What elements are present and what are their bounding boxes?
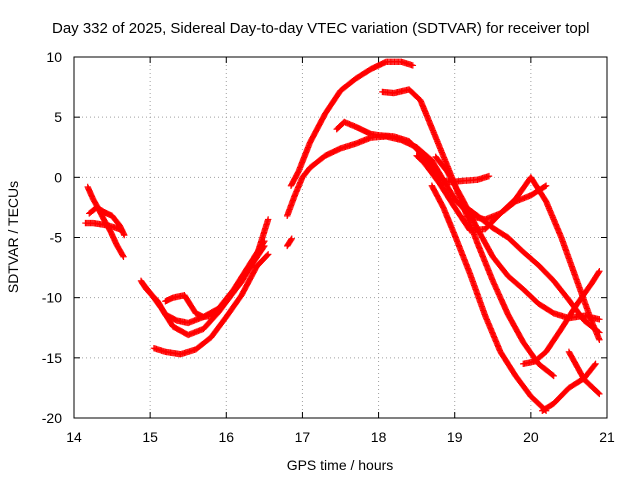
x-tick-label: 19	[447, 429, 463, 445]
data-layer	[82, 58, 603, 414]
y-tick-label: -20	[42, 410, 62, 426]
data-marker	[264, 252, 271, 259]
chart-title: Day 332 of 2025, Sidereal Day-to-day VTE…	[52, 20, 589, 37]
x-axis-title: GPS time / hours	[287, 457, 394, 473]
series-track-k	[333, 118, 493, 186]
data-marker	[595, 269, 602, 276]
x-tick-label: 17	[295, 429, 311, 445]
y-tick-label: -5	[50, 230, 63, 246]
data-marker	[541, 183, 549, 190]
series-track-l	[379, 86, 557, 380]
data-marker	[287, 236, 295, 243]
y-axis-title: SDTVAR / TECUs	[5, 181, 21, 293]
series-track-c-early	[82, 219, 126, 234]
data-marker	[591, 361, 598, 369]
y-tick-label: 5	[54, 109, 62, 125]
data-point	[542, 182, 550, 189]
data-point	[550, 372, 557, 380]
data-point	[264, 216, 272, 223]
series-track-s	[565, 348, 603, 398]
x-tick-label: 20	[523, 429, 539, 445]
data-marker	[595, 328, 602, 335]
x-tick-label: 18	[371, 429, 387, 445]
data-marker	[549, 371, 556, 379]
data-point	[596, 390, 603, 398]
data-point	[485, 172, 493, 180]
series-track-q	[520, 267, 603, 368]
data-point	[596, 316, 603, 323]
tick-layer: 14 15 16 17 18 19 20 21 10 5 0 -5 -10 -15 -20	[42, 49, 615, 445]
data-marker	[595, 389, 602, 397]
series-track-f	[150, 251, 272, 358]
x-tick-label: 14	[66, 429, 82, 445]
data-marker	[119, 252, 127, 259]
data-point	[409, 62, 417, 69]
y-tick-label: 10	[46, 49, 62, 65]
series-track-g	[162, 216, 272, 321]
y-tick-label: 0	[54, 169, 62, 185]
x-tick-label: 21	[599, 429, 615, 445]
data-point	[596, 336, 603, 343]
data-point	[120, 253, 127, 260]
y-tick-label: -15	[42, 350, 62, 366]
x-tick-label: 15	[142, 429, 158, 445]
y-tick-label: -10	[42, 290, 62, 306]
data-point	[264, 251, 272, 258]
plot-frame	[73, 56, 608, 419]
data-point	[121, 231, 128, 239]
data-point	[261, 242, 268, 250]
data-point	[118, 227, 126, 234]
series-track-j	[287, 58, 417, 189]
data-point	[592, 360, 599, 368]
data-point	[596, 267, 603, 275]
data-point	[596, 329, 603, 336]
series-track-e	[139, 242, 268, 339]
data-point	[288, 235, 295, 242]
series-track-h	[284, 235, 295, 250]
series-track-o	[428, 182, 550, 414]
x-tick-label: 16	[218, 429, 234, 445]
